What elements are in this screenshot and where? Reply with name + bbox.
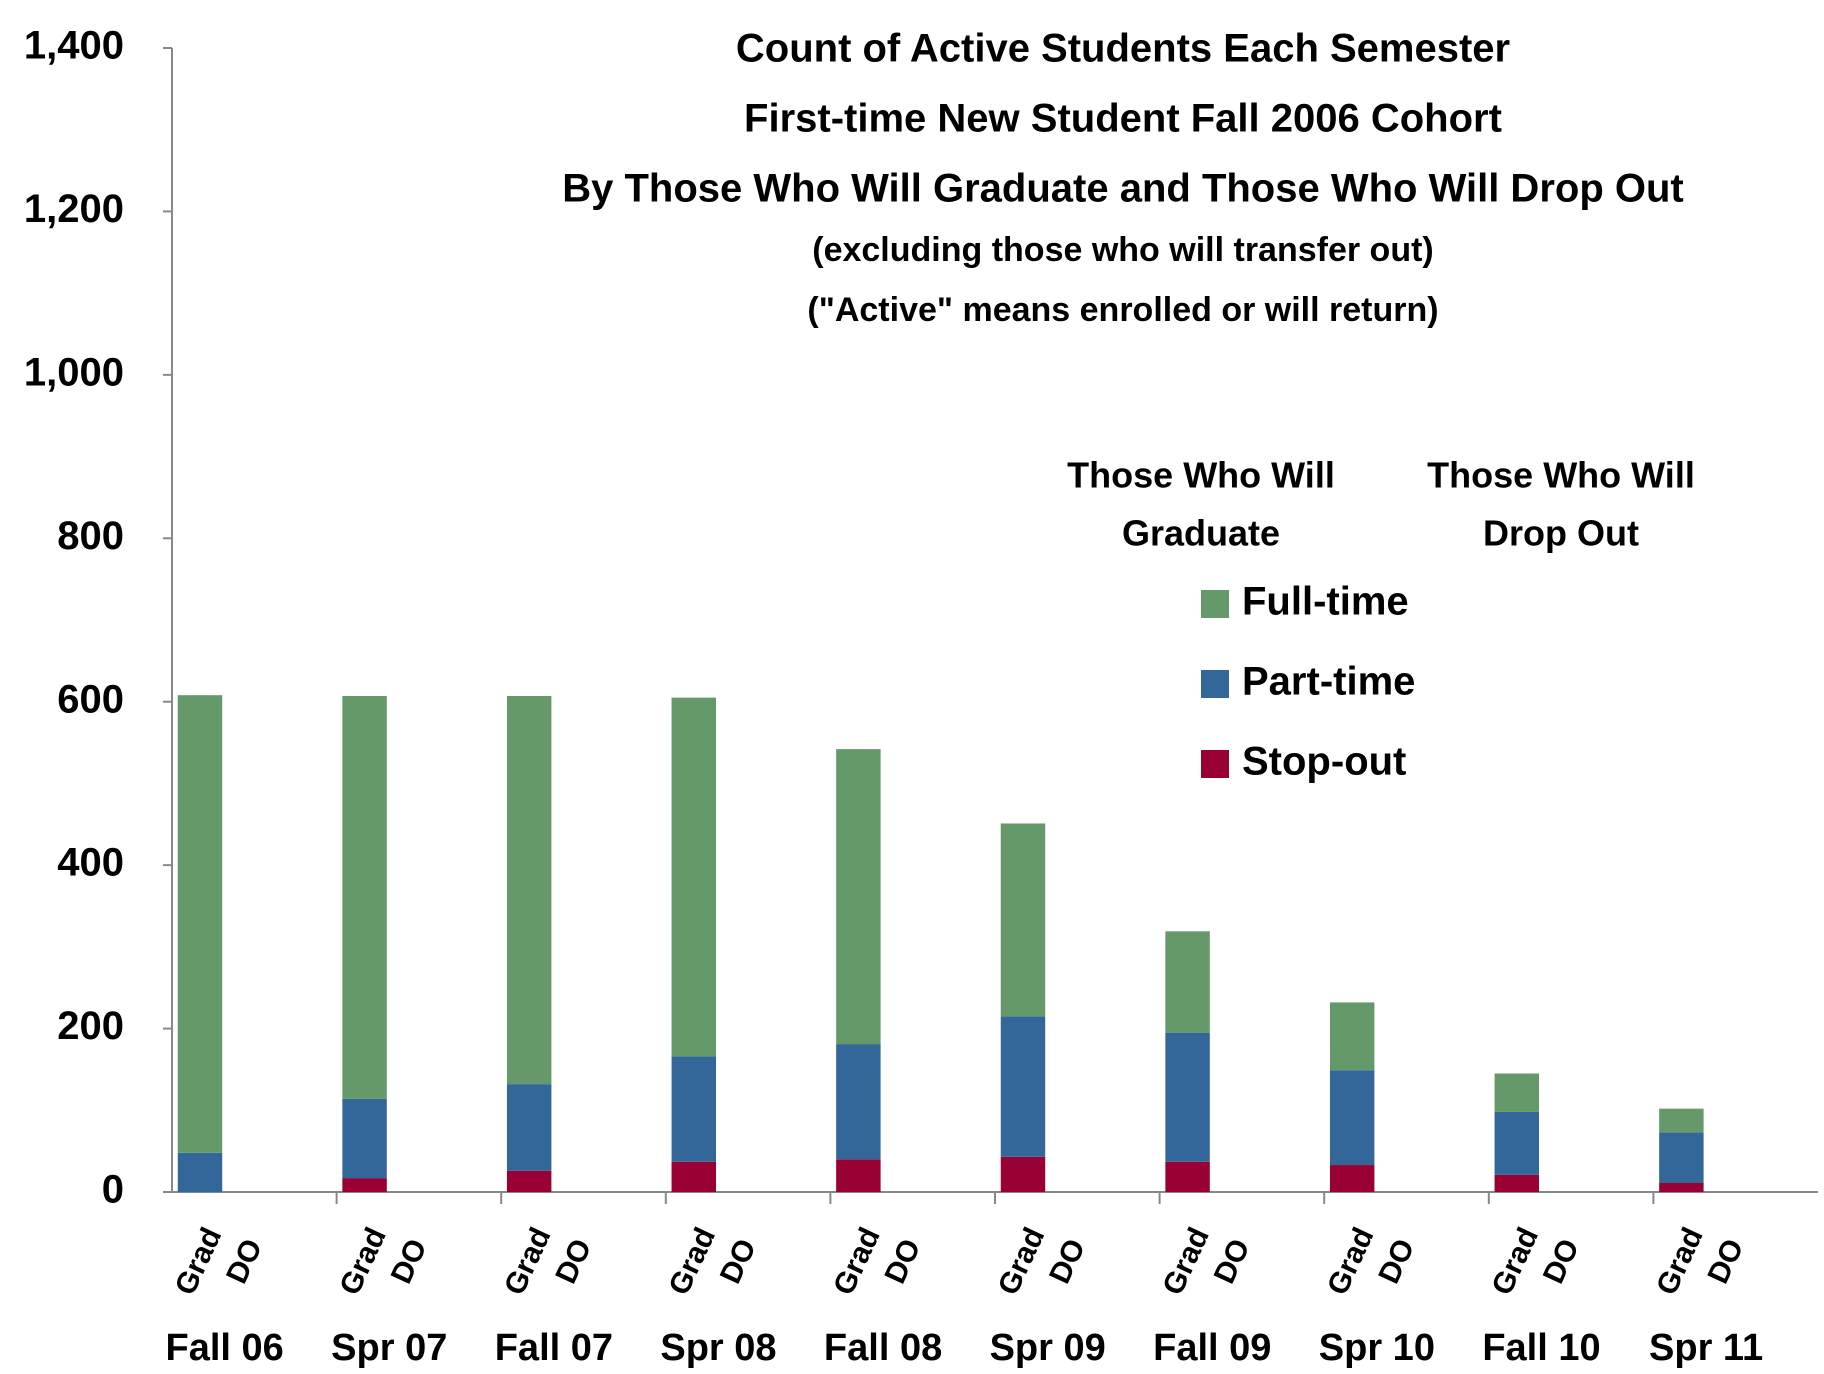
bar-segment (506, 1084, 552, 1171)
x-tick-label: DO (220, 1234, 269, 1289)
group-label: Spr 09 (990, 1327, 1106, 1369)
x-tick-label: DO (385, 1234, 434, 1289)
chart-subtitle: (excluding those who will transfer out) (812, 231, 1433, 269)
bar-segment (506, 1170, 552, 1192)
y-tick-label: 600 (57, 677, 124, 721)
group-label: Spr 11 (1649, 1327, 1763, 1369)
bar-segment (1494, 1174, 1540, 1192)
y-tick-label: 800 (57, 514, 124, 558)
y-tick-label: 1,200 (24, 187, 124, 231)
x-tick-label: Grad (498, 1223, 558, 1300)
group-label: Fall 10 (1482, 1327, 1600, 1369)
group-label: Spr 07 (331, 1327, 447, 1369)
group-label: Fall 06 (166, 1327, 284, 1369)
x-tick-label: Grad (663, 1223, 723, 1300)
legend-header: Drop Out (1483, 513, 1639, 554)
legend-header: Graduate (1122, 513, 1280, 554)
x-tick-label: DO (1537, 1234, 1586, 1289)
group-label: Fall 07 (495, 1327, 613, 1369)
bar-segment (671, 1161, 717, 1192)
x-tick-label: DO (714, 1234, 763, 1289)
bar-segment (506, 695, 552, 1085)
bar-segment (342, 1098, 387, 1179)
y-tick-label: 400 (57, 841, 124, 885)
bar-segment (671, 1056, 717, 1162)
legend-label: Part-time (1242, 660, 1415, 704)
bar-segment (671, 697, 717, 1057)
bar-segment (1165, 1161, 1210, 1192)
bar-segment (342, 1178, 387, 1192)
bar-segment (1000, 1156, 1046, 1192)
bar-segment (1000, 1016, 1046, 1157)
chart-title: By Those Who Will Graduate and Those Who… (562, 167, 1683, 211)
x-tick-label: Grad (1486, 1223, 1546, 1300)
bar-segment (1329, 1165, 1375, 1192)
bar-segment (1000, 823, 1046, 1017)
y-tick-label: 200 (57, 1004, 124, 1048)
x-tick-label: Grad (1156, 1223, 1216, 1300)
legend-label: Stop-out (1242, 740, 1406, 784)
bar-segment (1494, 1111, 1540, 1175)
x-tick-label: Grad (333, 1223, 393, 1300)
x-tick-label: DO (879, 1234, 928, 1289)
bar-segment (836, 749, 881, 1045)
legend-swatch (1201, 590, 1229, 618)
bar-segment (1165, 931, 1210, 1033)
bar-segment (342, 695, 387, 1099)
legend-header: Those Who Will (1067, 455, 1335, 496)
x-tick-label: Grad (1650, 1223, 1710, 1300)
bar-segment (177, 695, 223, 1153)
bar-segment (1659, 1183, 1704, 1192)
bar-segment (1165, 1032, 1210, 1162)
group-label: Spr 10 (1319, 1327, 1435, 1369)
bar-segment (1329, 1002, 1375, 1071)
x-tick-label: DO (1702, 1234, 1751, 1289)
group-label: Fall 08 (824, 1327, 942, 1369)
x-tick-label: Grad (1321, 1223, 1381, 1300)
group-label: Spr 08 (660, 1327, 776, 1369)
legend-header: Those Who Will (1427, 455, 1695, 496)
y-tick-label: 1,000 (24, 350, 124, 394)
bar-segment (1329, 1070, 1375, 1166)
y-tick-label: 0 (102, 1168, 124, 1212)
bar-segment (836, 1159, 881, 1192)
y-tick-label: 1,400 (24, 24, 124, 68)
chart-subtitle: ("Active" means enrolled or will return) (807, 291, 1438, 329)
bar-segment (1494, 1073, 1540, 1112)
x-tick-label: Grad (827, 1223, 887, 1300)
x-tick-label: Grad (992, 1223, 1052, 1300)
group-label: Fall 09 (1153, 1327, 1271, 1369)
bar-segment (1659, 1108, 1704, 1133)
bar-segment (1659, 1132, 1704, 1184)
x-tick-label: DO (1208, 1234, 1257, 1289)
chart-title: First-time New Student Fall 2006 Cohort (744, 97, 1502, 141)
x-tick-label: Grad (169, 1223, 229, 1300)
legend-swatch (1201, 750, 1229, 778)
bar-segment (836, 1044, 881, 1160)
chart-title: Count of Active Students Each Semester (736, 27, 1510, 71)
legend-swatch (1201, 670, 1229, 698)
x-tick-label: DO (1043, 1234, 1092, 1289)
legend-label: Full-time (1242, 580, 1409, 624)
x-tick-label: DO (549, 1234, 598, 1289)
x-tick-label: DO (1372, 1234, 1421, 1289)
bar-segment (177, 1152, 223, 1192)
